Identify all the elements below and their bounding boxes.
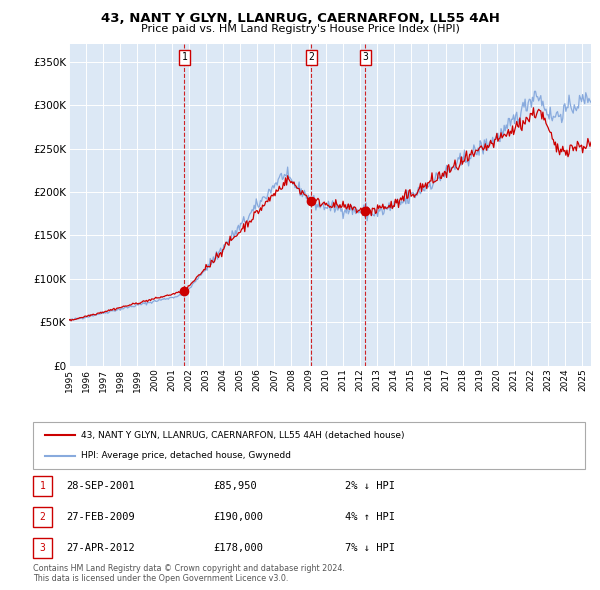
Text: 2% ↓ HPI: 2% ↓ HPI (345, 481, 395, 490)
Text: 27-APR-2012: 27-APR-2012 (66, 543, 135, 553)
Text: 3: 3 (362, 53, 368, 63)
Text: £190,000: £190,000 (213, 512, 263, 522)
Text: 2: 2 (308, 53, 314, 63)
Text: 2: 2 (40, 512, 46, 522)
Text: 1: 1 (182, 53, 187, 63)
Text: £85,950: £85,950 (213, 481, 257, 490)
Text: Price paid vs. HM Land Registry's House Price Index (HPI): Price paid vs. HM Land Registry's House … (140, 24, 460, 34)
Text: 3: 3 (40, 543, 46, 553)
Text: 28-SEP-2001: 28-SEP-2001 (66, 481, 135, 490)
Text: HPI: Average price, detached house, Gwynedd: HPI: Average price, detached house, Gwyn… (81, 451, 291, 460)
Text: 7% ↓ HPI: 7% ↓ HPI (345, 543, 395, 553)
Text: 1: 1 (40, 481, 46, 490)
Text: 43, NANT Y GLYN, LLANRUG, CAERNARFON, LL55 4AH (detached house): 43, NANT Y GLYN, LLANRUG, CAERNARFON, LL… (81, 431, 404, 440)
Text: £178,000: £178,000 (213, 543, 263, 553)
Text: Contains HM Land Registry data © Crown copyright and database right 2024.
This d: Contains HM Land Registry data © Crown c… (33, 563, 345, 583)
Text: 27-FEB-2009: 27-FEB-2009 (66, 512, 135, 522)
Text: 4% ↑ HPI: 4% ↑ HPI (345, 512, 395, 522)
Text: 43, NANT Y GLYN, LLANRUG, CAERNARFON, LL55 4AH: 43, NANT Y GLYN, LLANRUG, CAERNARFON, LL… (101, 12, 499, 25)
